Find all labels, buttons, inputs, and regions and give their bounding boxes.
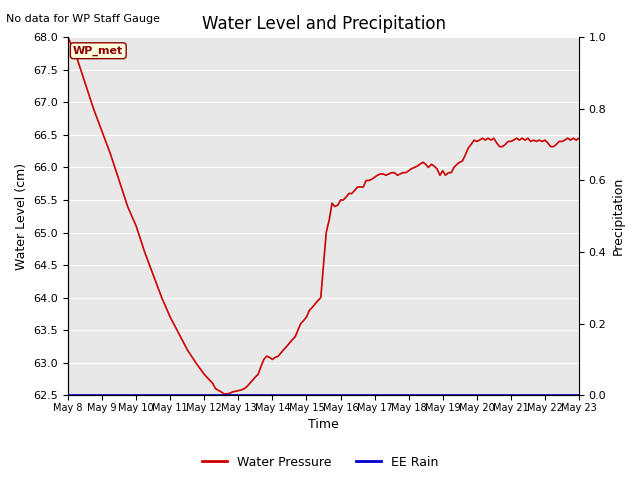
- Title: Water Level and Precipitation: Water Level and Precipitation: [202, 15, 445, 33]
- Text: WP_met: WP_met: [73, 46, 124, 56]
- Legend: Water Pressure, EE Rain: Water Pressure, EE Rain: [196, 451, 444, 474]
- X-axis label: Time: Time: [308, 419, 339, 432]
- Y-axis label: Water Level (cm): Water Level (cm): [15, 163, 28, 270]
- Y-axis label: Precipitation: Precipitation: [612, 177, 625, 255]
- Text: No data for WP Staff Gauge: No data for WP Staff Gauge: [6, 14, 161, 24]
